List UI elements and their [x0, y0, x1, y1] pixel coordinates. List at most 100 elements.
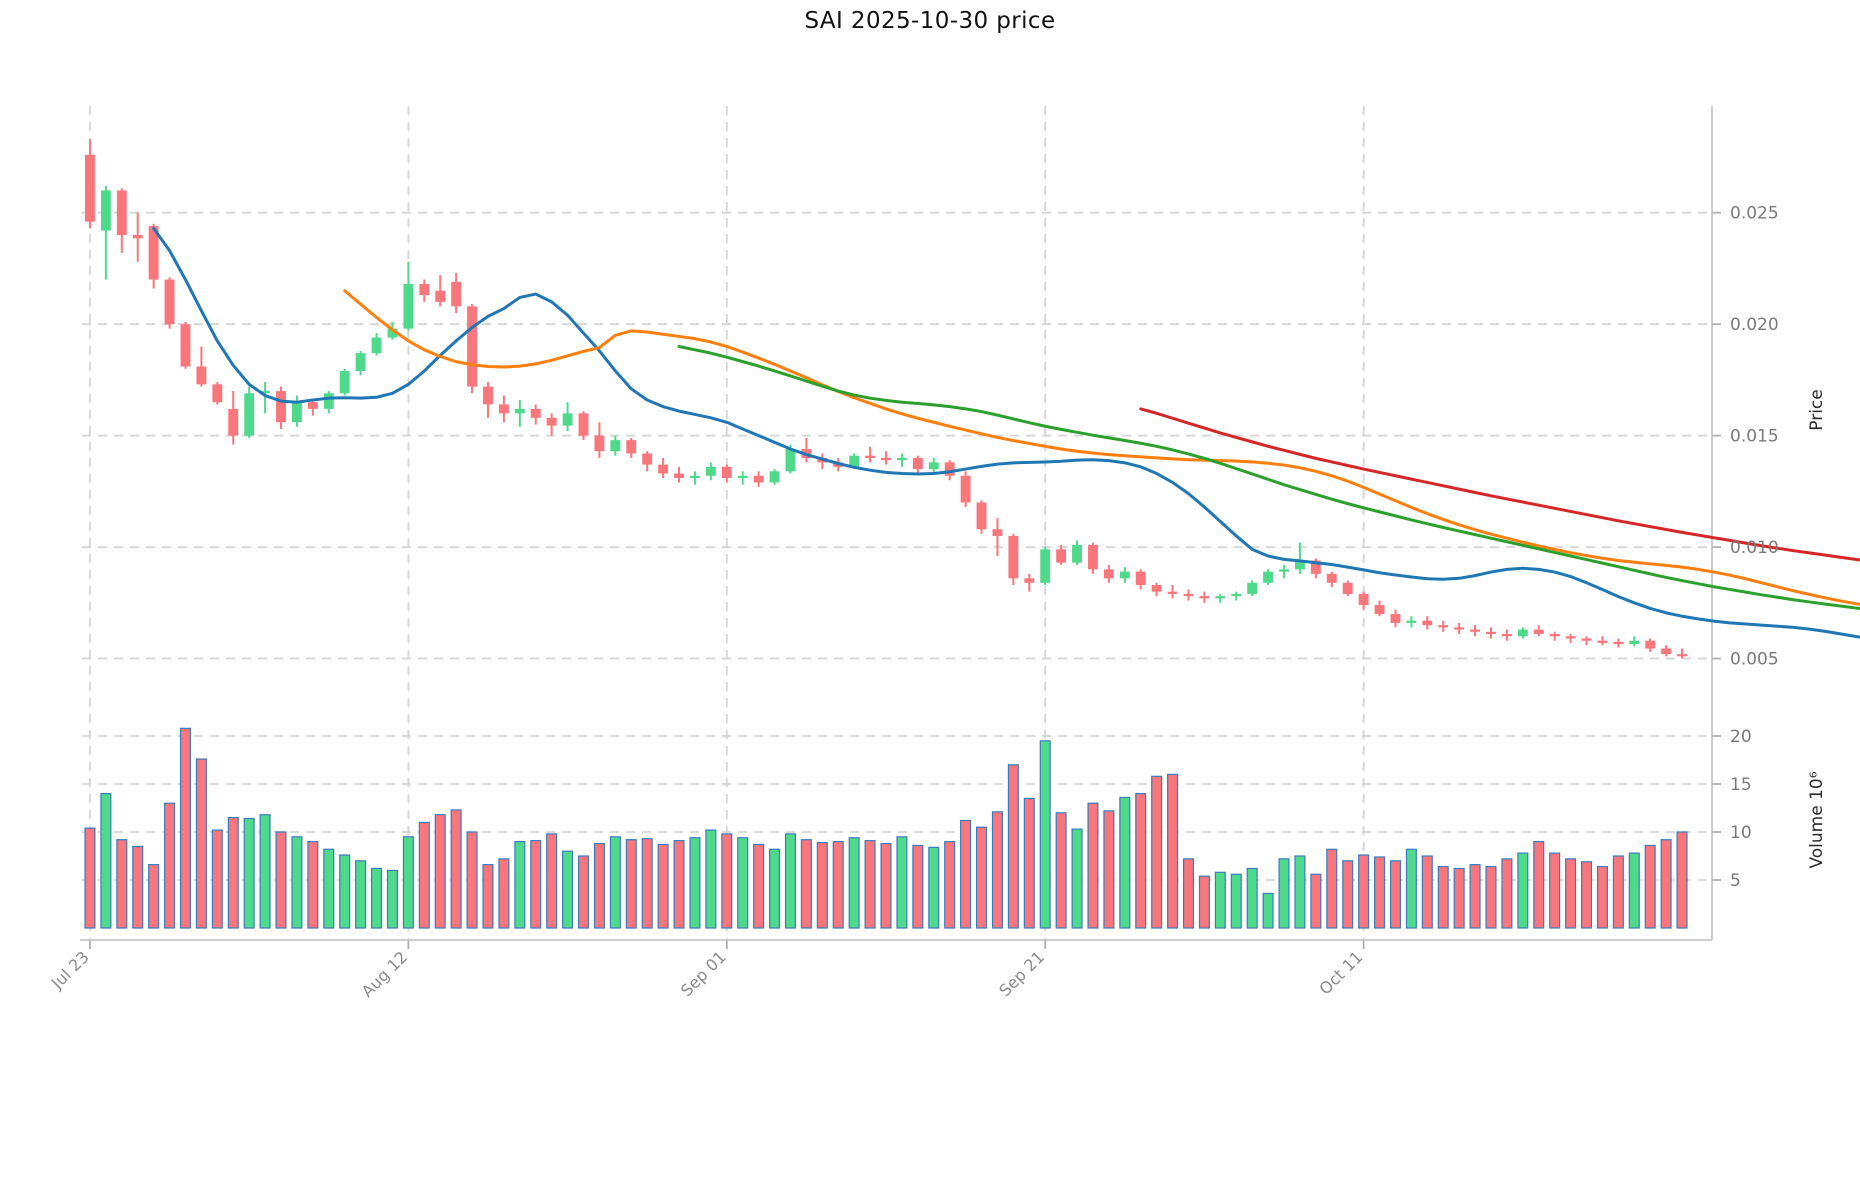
date-tick-label: Jul 23	[47, 947, 93, 993]
candle-body	[626, 440, 637, 454]
candle-body	[912, 457, 923, 470]
volume-bar	[1517, 852, 1529, 929]
candlestick-layer	[85, 139, 1687, 659]
candle-body	[865, 455, 876, 458]
candle-body	[785, 449, 796, 472]
volume-bar	[259, 814, 271, 929]
candle-body	[658, 464, 669, 474]
candle-body	[419, 284, 430, 296]
candle-body	[1533, 629, 1544, 635]
volume-bar	[593, 842, 605, 929]
volume-tick-label: 5	[1730, 871, 1741, 891]
candle-body	[291, 402, 302, 423]
volume-bar	[784, 833, 797, 929]
volume-bar	[1071, 828, 1083, 929]
candle-body	[674, 473, 684, 478]
volume-bar	[689, 837, 701, 929]
candle-body	[100, 190, 111, 231]
volume-bar	[1453, 867, 1465, 929]
volume-bar	[1628, 852, 1640, 929]
volume-bar	[1421, 855, 1433, 929]
volume-bars-layer	[84, 727, 1688, 929]
candle-body	[514, 408, 525, 414]
volume-bar	[864, 840, 876, 929]
moving-average-line	[152, 226, 1860, 639]
volume-bar	[1389, 860, 1402, 929]
candle-body	[180, 324, 191, 367]
volume-bar	[1087, 802, 1099, 929]
volume-bar	[1119, 796, 1131, 929]
volume-bar	[1230, 873, 1242, 929]
candle-body	[1040, 549, 1051, 583]
candle-body	[546, 417, 557, 426]
candle-body	[244, 393, 255, 436]
candle-body	[1406, 620, 1417, 623]
candle-body	[1151, 584, 1162, 592]
volume-bar	[291, 836, 303, 929]
candle-body	[690, 475, 700, 478]
volume-bar	[195, 758, 207, 929]
volume-bar	[705, 829, 717, 929]
volume-bar	[848, 837, 860, 929]
candle-body	[992, 529, 1003, 536]
volume-bar	[721, 833, 733, 929]
volume-bar	[1198, 875, 1210, 929]
volume-bar	[1437, 865, 1449, 929]
price-tick-label: 0.025	[1730, 204, 1779, 224]
candle-body	[1374, 605, 1385, 614]
price-tick-label: 0.020	[1730, 315, 1779, 335]
volume-bar	[800, 839, 812, 929]
volume-bar	[434, 814, 446, 929]
candle-body	[1597, 640, 1608, 643]
candle-body	[1056, 549, 1067, 563]
candle-body	[1310, 560, 1321, 574]
candle-body	[1661, 648, 1672, 655]
volume-bar	[1007, 764, 1019, 929]
volume-bar	[307, 840, 319, 929]
volume-bar	[482, 864, 494, 929]
volume-bar	[546, 833, 558, 929]
candle-body	[753, 475, 764, 483]
candle-body	[435, 290, 446, 302]
volume-bar	[450, 809, 462, 929]
candle-body	[1183, 593, 1194, 597]
candle-body	[610, 440, 621, 452]
date-tick-label: Oct 11	[1315, 947, 1366, 998]
candle-body	[260, 391, 271, 394]
candle-body	[371, 337, 382, 354]
candle-body	[1677, 654, 1687, 657]
candle-body	[721, 466, 732, 478]
volume-bar	[386, 869, 398, 929]
price-tick-label: 0.015	[1730, 427, 1779, 447]
volume-bar	[498, 858, 510, 929]
price-axis-title: Price	[1807, 389, 1827, 430]
volume-bar	[562, 850, 574, 929]
volume-bar	[84, 827, 96, 929]
candle-body	[132, 235, 143, 239]
candle-body	[1088, 544, 1098, 570]
volume-bar	[753, 843, 765, 929]
candle-body	[530, 408, 541, 418]
candle-body	[228, 408, 239, 436]
candle-body	[928, 462, 939, 470]
volume-bar	[1533, 840, 1545, 929]
candle-body	[1279, 569, 1289, 572]
candle-body	[642, 453, 653, 465]
volume-bar	[1596, 865, 1608, 929]
candle-body	[323, 393, 334, 409]
volume-bar	[975, 826, 988, 929]
candle-body	[1454, 627, 1465, 630]
volume-bar	[1501, 858, 1513, 929]
candle-body	[1422, 620, 1433, 626]
candle-body	[1549, 634, 1560, 637]
volume-bar	[148, 864, 160, 929]
moving-average-line	[1139, 407, 1860, 562]
candle-body	[1119, 571, 1130, 579]
candle-body	[164, 279, 175, 325]
volume-bar	[418, 821, 430, 929]
volume-bar	[1135, 792, 1147, 929]
volume-bar	[1055, 812, 1067, 929]
price-tick-label: 0.005	[1730, 650, 1779, 670]
candle-body	[1358, 593, 1369, 606]
